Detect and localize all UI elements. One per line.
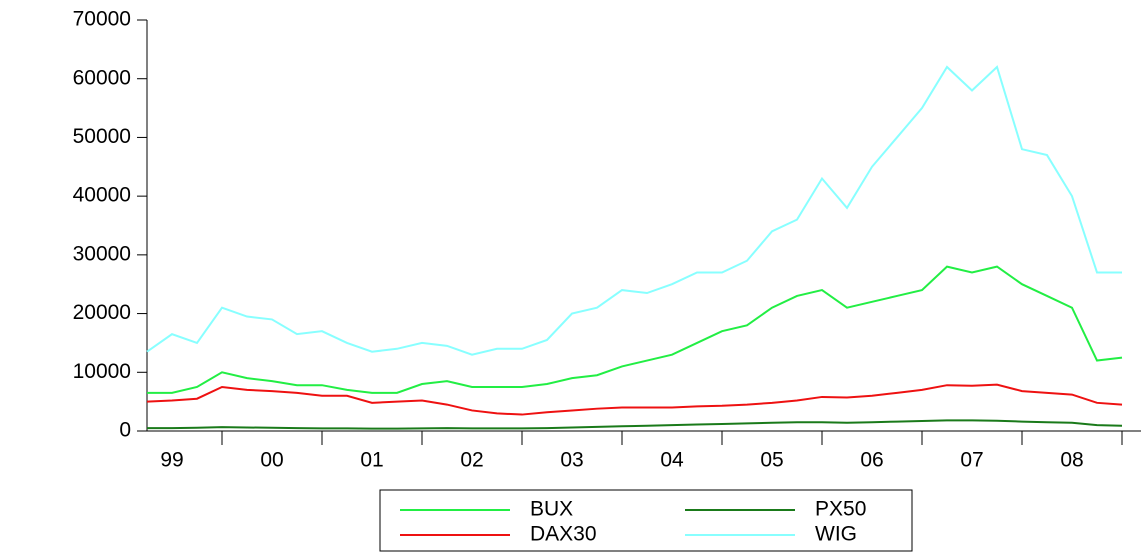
legend-label: BUX <box>530 498 573 521</box>
x-tick-label: 02 <box>460 449 483 472</box>
series-line <box>147 419 1123 430</box>
legend-label: PX50 <box>815 498 866 521</box>
legend-label: WIG <box>815 523 857 546</box>
x-tick-label: 05 <box>760 449 783 472</box>
x-tick-label: 99 <box>160 449 183 472</box>
series-line <box>146 65 1122 356</box>
x-tick-label: 04 <box>660 449 684 472</box>
y-tick-label: 10000 <box>73 360 131 383</box>
x-tick-label: 06 <box>860 449 883 472</box>
y-tick-label: 70000 <box>73 8 131 31</box>
series-line <box>147 265 1123 394</box>
y-tick-label: 40000 <box>73 184 131 207</box>
y-tick-label: 60000 <box>73 66 131 89</box>
y-tick-label: 50000 <box>73 125 131 148</box>
y-tick-label: 30000 <box>73 242 131 265</box>
y-tick-label: 0 <box>119 419 131 442</box>
x-tick-label: 00 <box>260 449 283 472</box>
x-tick-label: 07 <box>960 449 983 472</box>
legend <box>379 489 913 552</box>
x-tick-label: 03 <box>560 449 583 472</box>
x-tick-label: 01 <box>360 449 383 472</box>
y-tick-label: 20000 <box>73 301 131 324</box>
x-tick-label: 08 <box>1060 449 1083 472</box>
series-line <box>146 383 1123 416</box>
legend-label: DAX30 <box>530 523 597 546</box>
